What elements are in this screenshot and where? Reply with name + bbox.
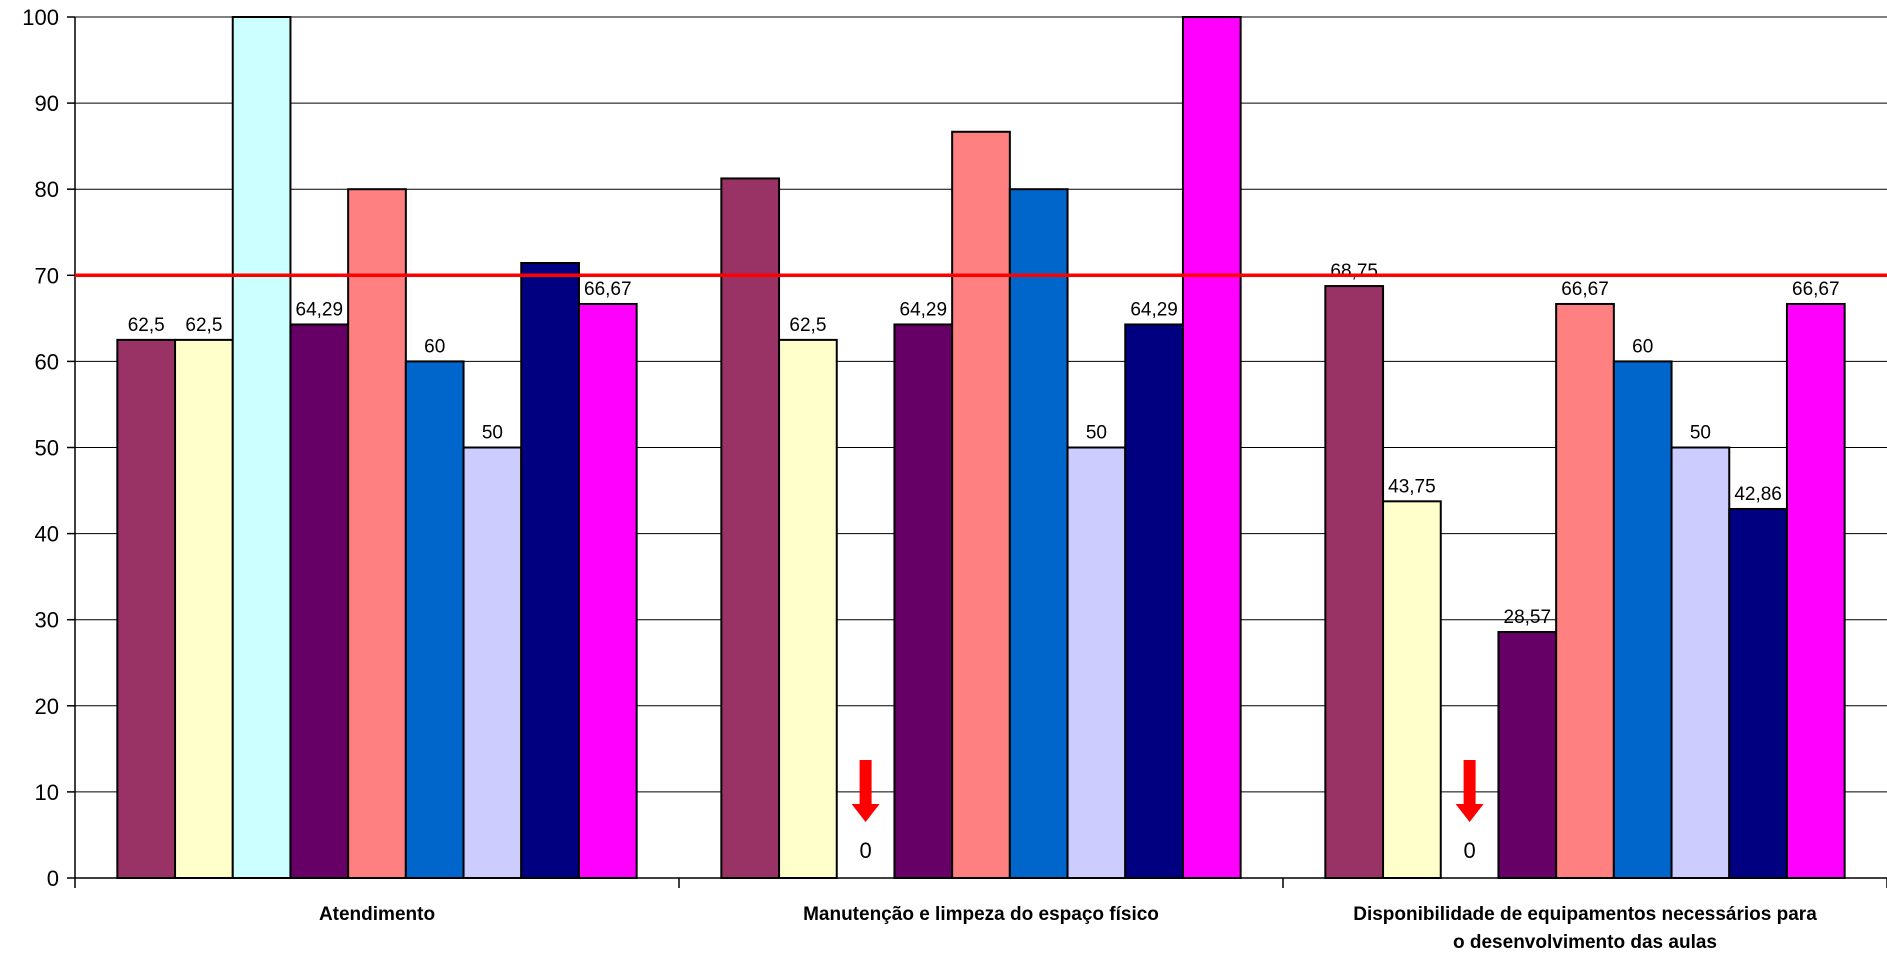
category-label: Manutenção e limpeza do espaço físico bbox=[803, 904, 1159, 925]
bar bbox=[1497, 631, 1558, 880]
y-tick-label: 10 bbox=[35, 780, 59, 805]
y-tick-label: 40 bbox=[35, 522, 59, 547]
data-label: 64,29 bbox=[296, 299, 344, 320]
data-label: 60 bbox=[1632, 336, 1653, 357]
y-axis-ticks: 0 10 20 30 40 50 60 70 80 90 100 bbox=[22, 5, 75, 891]
category-label: o desenvolvimento das aulas bbox=[1453, 932, 1717, 953]
bar bbox=[1728, 507, 1788, 879]
zero-arrow-head bbox=[1455, 804, 1484, 822]
bar bbox=[1382, 500, 1442, 879]
zero-arrow-shaft bbox=[1463, 760, 1476, 806]
bar bbox=[1670, 446, 1731, 879]
bar bbox=[1066, 446, 1127, 879]
data-label: 28,57 bbox=[1504, 607, 1552, 628]
y-tick-label: 100 bbox=[22, 5, 59, 30]
bar bbox=[347, 188, 407, 879]
zero-arrow-shaft bbox=[859, 760, 872, 806]
bar bbox=[520, 261, 580, 880]
data-label: 64,29 bbox=[900, 299, 948, 320]
zero-marker bbox=[851, 760, 880, 822]
bar bbox=[174, 338, 234, 879]
data-label: 62,5 bbox=[128, 315, 165, 336]
bar bbox=[1124, 323, 1184, 880]
y-tick-label: 0 bbox=[47, 866, 59, 891]
bar bbox=[116, 338, 177, 879]
data-label: 50 bbox=[482, 423, 503, 444]
zero-marker bbox=[1455, 760, 1484, 822]
category-label: Atendimento bbox=[319, 904, 435, 925]
bars bbox=[116, 16, 1846, 880]
y-tick-label: 20 bbox=[35, 694, 59, 719]
y-tick-label: 60 bbox=[35, 349, 59, 374]
category-label: Disponibilidade de equipamentos necessár… bbox=[1353, 904, 1817, 925]
y-tick-label: 30 bbox=[35, 608, 59, 633]
bar bbox=[951, 130, 1011, 879]
y-tick-label: 80 bbox=[35, 177, 59, 202]
bar bbox=[1785, 302, 1846, 879]
data-label: 66,67 bbox=[1561, 279, 1609, 300]
y-tick-label: 90 bbox=[35, 91, 59, 116]
data-label: 62,5 bbox=[789, 315, 826, 336]
data-label: 50 bbox=[1690, 423, 1711, 444]
bar bbox=[577, 302, 638, 879]
bar bbox=[778, 338, 838, 879]
bar bbox=[1008, 188, 1069, 879]
bar bbox=[893, 323, 954, 880]
y-tick-label: 50 bbox=[35, 436, 59, 461]
category-labels: Atendimento Manutenção e limpeza do espaç… bbox=[319, 904, 1817, 953]
y-tick-label: 70 bbox=[35, 263, 59, 288]
data-label: 0 bbox=[1463, 838, 1475, 863]
data-label: 66,67 bbox=[584, 279, 632, 300]
data-label: 66,67 bbox=[1792, 279, 1840, 300]
bar bbox=[404, 360, 465, 879]
data-label: 68,75 bbox=[1330, 261, 1378, 282]
data-label: 0 bbox=[859, 838, 871, 863]
bar bbox=[1555, 302, 1615, 879]
data-label: 50 bbox=[1086, 423, 1107, 444]
bar bbox=[720, 177, 781, 879]
data-label: 43,75 bbox=[1388, 476, 1436, 497]
data-label: 42,86 bbox=[1734, 484, 1782, 505]
bar bbox=[1612, 360, 1673, 879]
bar bbox=[289, 323, 350, 880]
data-labels: 62,5 62,5 64,29 60 50 66,67 62,5 0 64,29 50 64,29 6… bbox=[128, 261, 1840, 863]
bar bbox=[1181, 16, 1242, 879]
data-label: 62,5 bbox=[185, 315, 222, 336]
data-label: 64,29 bbox=[1130, 299, 1178, 320]
zero-arrow-head bbox=[851, 804, 880, 822]
bar bbox=[231, 16, 292, 879]
data-label: 60 bbox=[424, 336, 445, 357]
bar bbox=[462, 446, 523, 879]
bar bbox=[1324, 285, 1385, 879]
